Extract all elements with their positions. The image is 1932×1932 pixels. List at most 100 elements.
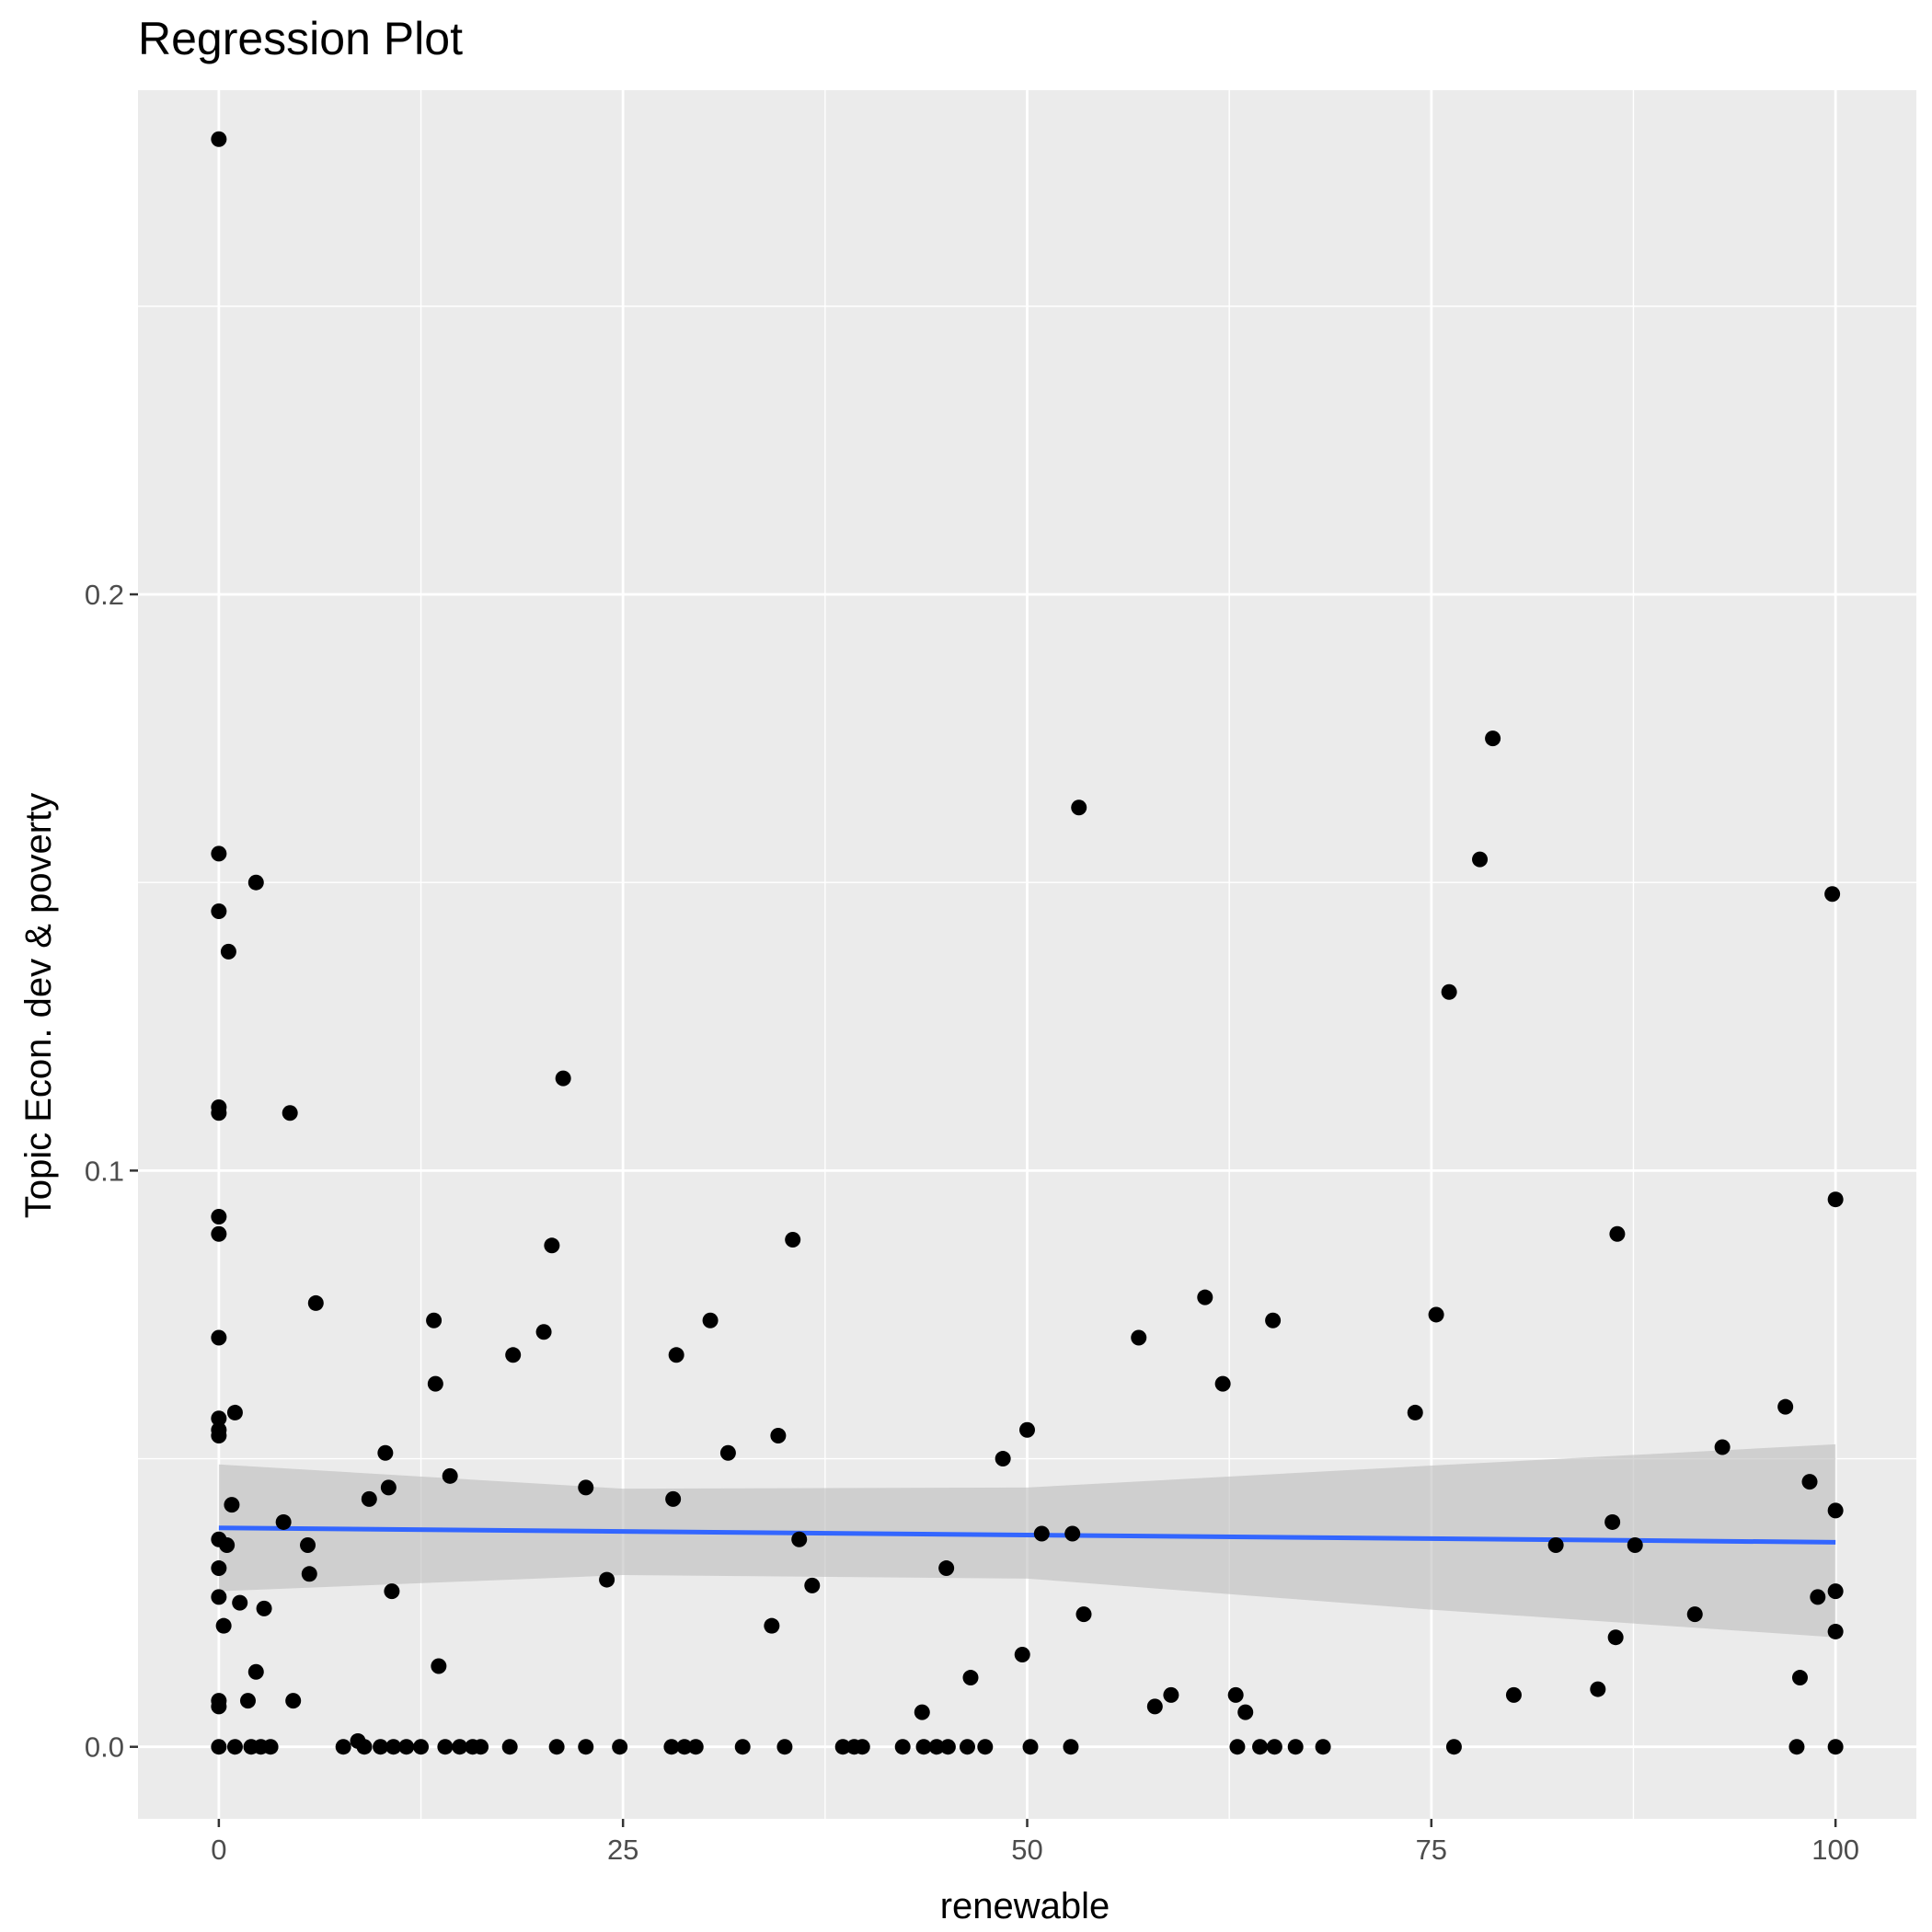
data-point [599, 1571, 615, 1588]
data-point [211, 131, 227, 147]
data-point [1686, 1606, 1703, 1623]
data-point [1229, 1739, 1246, 1755]
data-point [1801, 1474, 1818, 1490]
data-point [226, 1404, 243, 1420]
data-point [1788, 1739, 1805, 1755]
data-point [1197, 1289, 1213, 1305]
data-point [501, 1739, 518, 1755]
data-point [1485, 730, 1501, 747]
data-point [578, 1739, 594, 1755]
data-point [1146, 1698, 1163, 1715]
x-tick-label: 0 [211, 1834, 226, 1866]
data-point [1237, 1704, 1254, 1720]
confidence-band-layer [218, 1443, 1836, 1638]
y-tick-label: 0.1 [85, 1155, 124, 1187]
data-point [1071, 799, 1087, 816]
data-point [282, 1105, 298, 1121]
data-point [211, 1208, 227, 1225]
data-point [702, 1312, 719, 1328]
data-point [914, 1704, 930, 1720]
data-point [473, 1739, 489, 1755]
data-point [663, 1739, 680, 1755]
x-axis-title: renewable [940, 1886, 1110, 1926]
data-point [1214, 1375, 1231, 1392]
data-point [1407, 1404, 1423, 1420]
data-point [1777, 1398, 1794, 1415]
x-tick-label: 25 [607, 1834, 638, 1866]
data-point [1590, 1681, 1606, 1697]
confidence-band [218, 1443, 1836, 1638]
data-point [385, 1739, 402, 1755]
data-point [226, 1739, 243, 1755]
data-point [1063, 1739, 1079, 1755]
data-point [384, 1583, 400, 1600]
data-point [1505, 1686, 1522, 1703]
x-tick-label: 100 [1811, 1834, 1859, 1866]
data-point [335, 1739, 351, 1755]
data-point [1607, 1629, 1624, 1646]
data-point [211, 1560, 227, 1577]
data-point [211, 903, 227, 920]
data-point [247, 1663, 264, 1680]
data-point [211, 1693, 227, 1709]
data-point [1714, 1439, 1731, 1455]
data-point [232, 1594, 248, 1611]
data-point [262, 1739, 279, 1755]
y-axis-title: Topic Econ. dev & poverty [18, 793, 59, 1218]
data-point [962, 1670, 979, 1686]
data-point [373, 1739, 389, 1755]
data-point [211, 1225, 227, 1242]
data-point [1827, 1502, 1844, 1519]
data-point [211, 1427, 227, 1443]
data-point [1791, 1670, 1808, 1686]
data-point [285, 1693, 302, 1709]
data-point [1428, 1306, 1444, 1323]
data-point [211, 845, 227, 862]
data-point [1075, 1606, 1092, 1623]
data-point [665, 1490, 682, 1507]
data-point [211, 1739, 227, 1755]
data-point [426, 1312, 443, 1328]
data-point [915, 1739, 932, 1755]
data-point [427, 1375, 443, 1392]
data-point [668, 1347, 684, 1363]
data-point [1131, 1329, 1147, 1346]
data-point [1252, 1739, 1269, 1755]
data-point [676, 1739, 693, 1755]
data-point [548, 1739, 565, 1755]
x-tick-label: 75 [1416, 1834, 1447, 1866]
data-point [791, 1531, 808, 1547]
data-point [239, 1693, 256, 1709]
x-tick-label: 50 [1011, 1834, 1042, 1866]
data-point [1064, 1525, 1081, 1542]
regression-line-layer [218, 1525, 1836, 1545]
data-point [247, 874, 264, 891]
data-point [437, 1739, 454, 1755]
chart-title: Regression Plot [138, 13, 463, 64]
data-point [535, 1324, 552, 1340]
y-tick-label: 0.2 [85, 579, 124, 611]
data-point [687, 1739, 704, 1755]
data-point [301, 1566, 317, 1582]
data-point [1827, 1739, 1844, 1755]
data-point [1810, 1589, 1826, 1605]
data-point [764, 1617, 780, 1634]
data-point [544, 1237, 560, 1254]
data-point [377, 1444, 394, 1461]
x-axis: 0 25 50 75 100 [211, 1819, 1859, 1866]
data-point [361, 1490, 377, 1507]
data-point [834, 1739, 851, 1755]
data-point [719, 1444, 736, 1461]
data-point [734, 1739, 751, 1755]
data-point [442, 1467, 458, 1484]
data-point [804, 1577, 821, 1593]
data-point [220, 943, 236, 960]
data-point [224, 1497, 240, 1513]
data-point [578, 1479, 594, 1496]
data-point [256, 1600, 272, 1616]
data-point [1265, 1312, 1282, 1328]
data-point [854, 1739, 870, 1755]
data-point [1445, 1739, 1462, 1755]
data-point [1827, 1583, 1844, 1600]
